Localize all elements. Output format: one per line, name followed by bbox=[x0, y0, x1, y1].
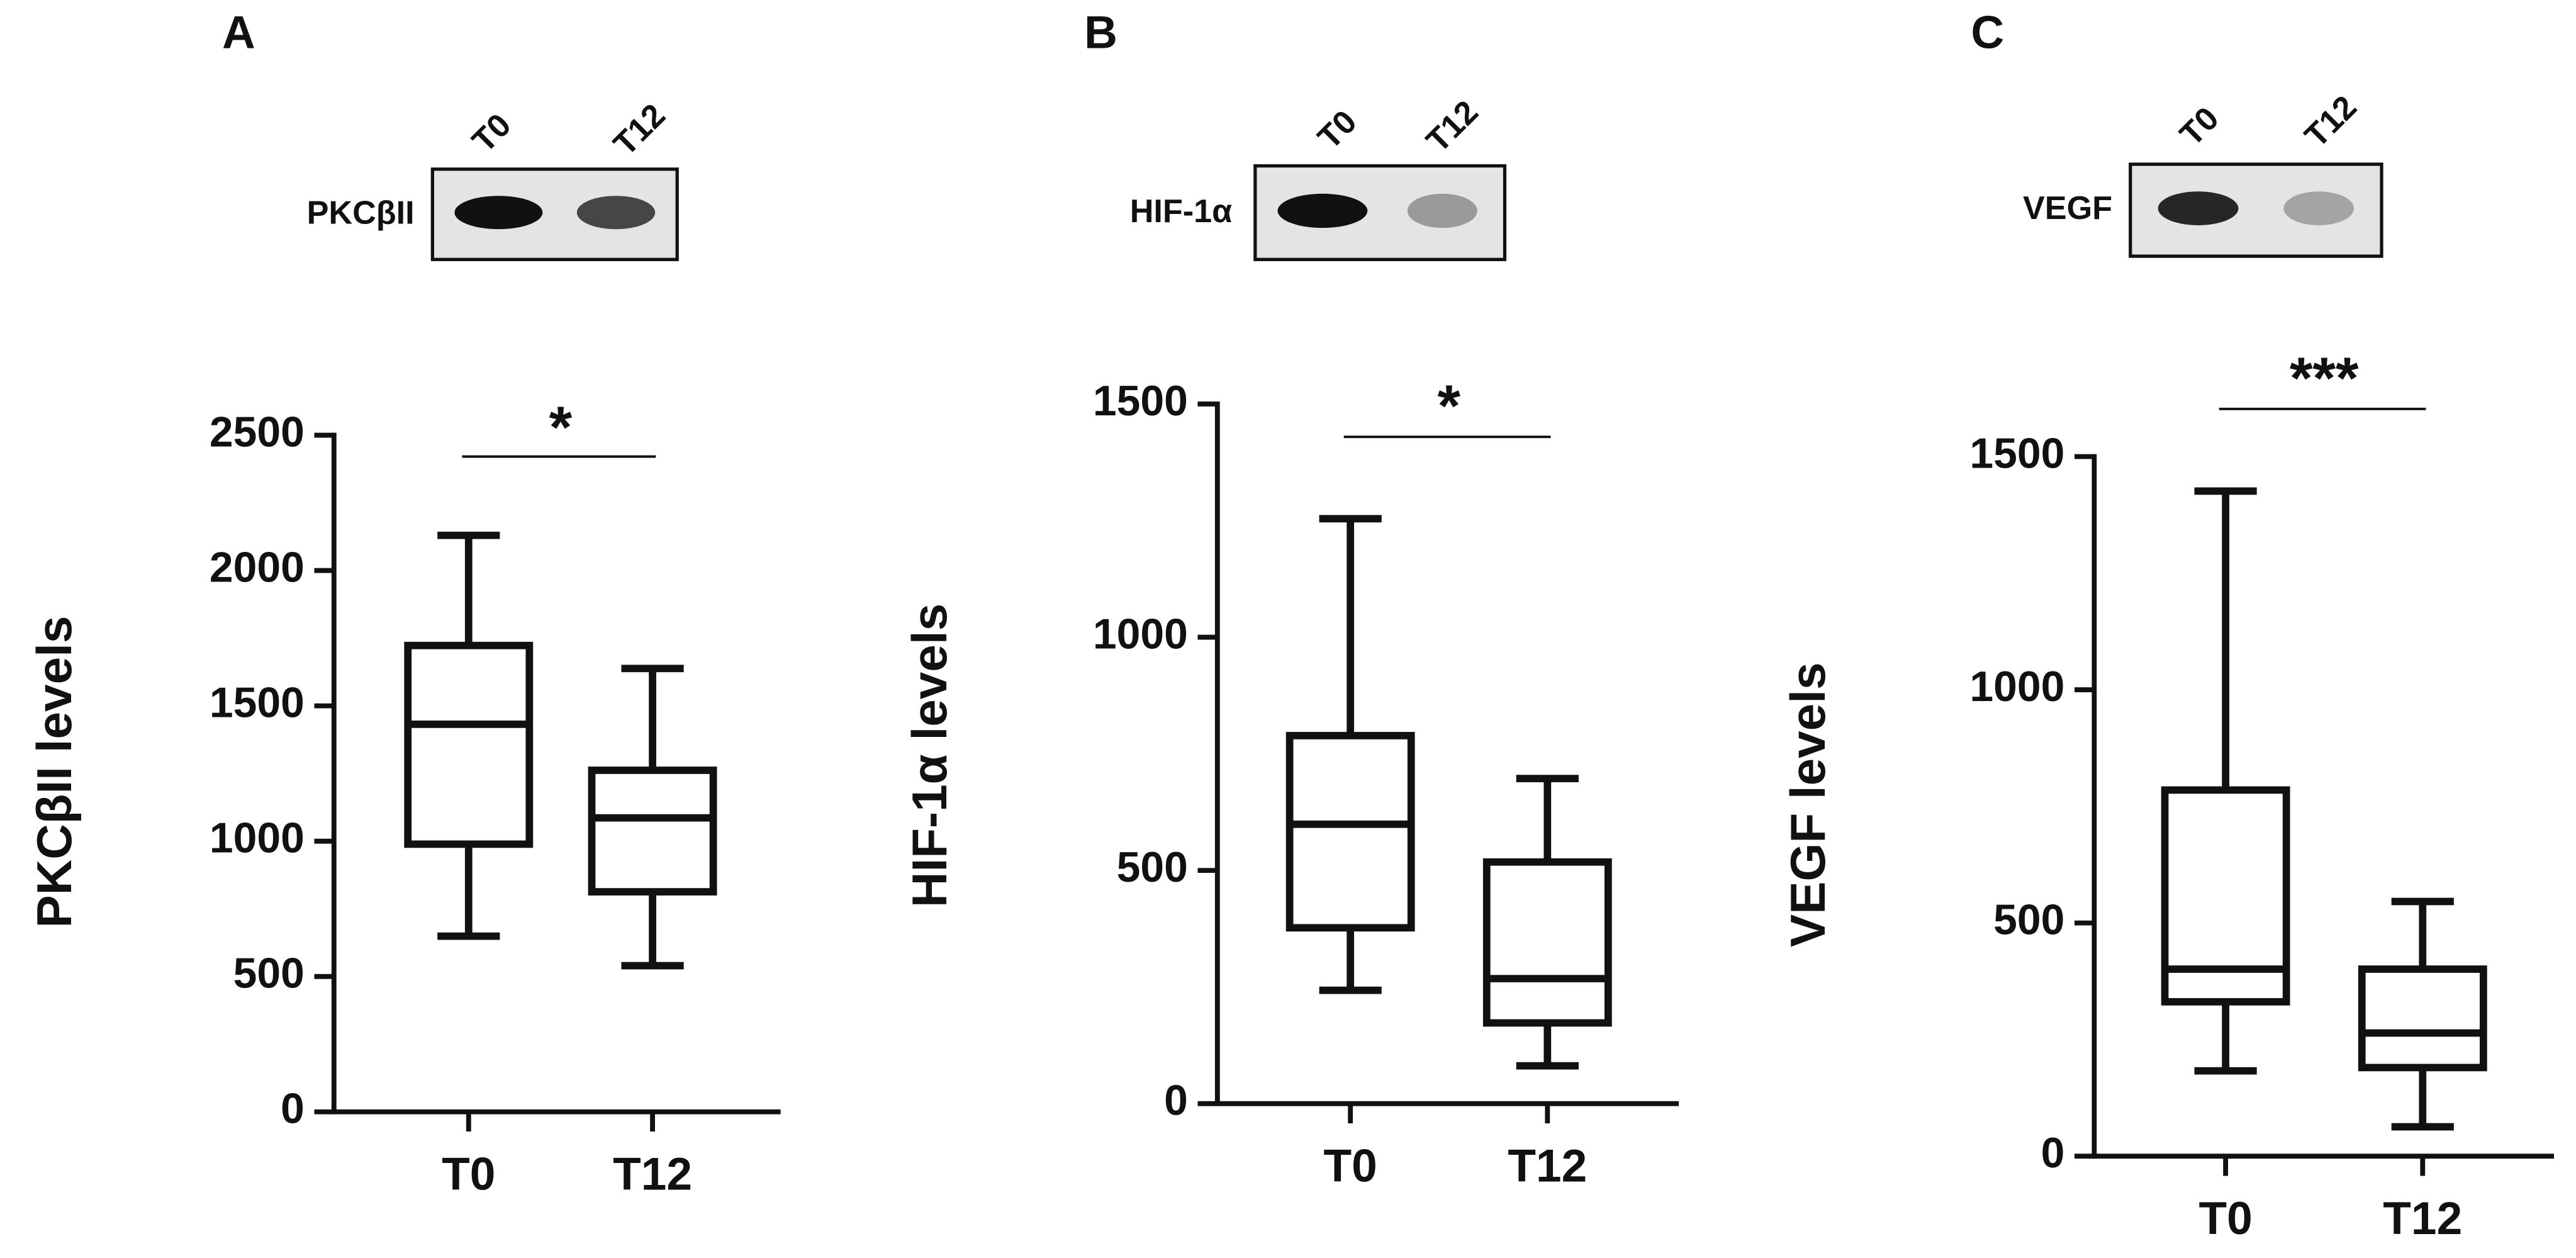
blot-label: PKCβII bbox=[307, 195, 415, 232]
y-tick-label: 0 bbox=[1164, 1077, 1188, 1125]
y-tick-label: 500 bbox=[233, 950, 305, 997]
x-tick-label: T0 bbox=[2198, 1193, 2252, 1244]
blot-lane-label: T0 bbox=[466, 107, 518, 160]
panel-label: B bbox=[1084, 8, 1117, 59]
y-tick-label: 2000 bbox=[210, 544, 305, 592]
y-axis-label: VEGF levels bbox=[1780, 663, 1835, 947]
y-axis-label: HIF-1α levels bbox=[902, 604, 957, 907]
y-tick-label: 2500 bbox=[210, 408, 305, 456]
blot-label: HIF-1α bbox=[1130, 193, 1233, 230]
y-tick-label: 1000 bbox=[1969, 663, 2064, 710]
y-tick-label: 0 bbox=[2041, 1130, 2065, 1177]
blot-band bbox=[2158, 191, 2239, 225]
y-tick-label: 1000 bbox=[1093, 610, 1188, 658]
y-axis-label: PKCβII levels bbox=[26, 616, 82, 928]
blot-lane-label: T12 bbox=[607, 97, 673, 163]
box bbox=[1482, 858, 1612, 1027]
x-tick-label: T0 bbox=[1324, 1140, 1377, 1191]
blot-lane-label: T0 bbox=[1311, 103, 1364, 156]
x-tick-label: T0 bbox=[442, 1148, 495, 1199]
blot-lane-label: T12 bbox=[2298, 89, 2364, 155]
box bbox=[588, 767, 717, 896]
x-tick-label: T12 bbox=[2383, 1193, 2462, 1244]
box bbox=[1285, 732, 1415, 932]
panel-label: A bbox=[222, 8, 255, 59]
x-tick-label: T12 bbox=[1508, 1140, 1587, 1191]
significance-label: *** bbox=[2290, 345, 2359, 411]
blot-band bbox=[576, 196, 656, 230]
blot-band bbox=[1277, 193, 1368, 228]
significance-label: * bbox=[1437, 373, 1460, 439]
y-tick-label: 500 bbox=[1117, 844, 1188, 891]
y-tick-label: 500 bbox=[1993, 897, 2064, 944]
panel-label: C bbox=[1971, 8, 2004, 59]
y-tick-label: 1500 bbox=[1093, 378, 1188, 425]
blot-band bbox=[2283, 191, 2355, 225]
y-tick-label: 0 bbox=[281, 1086, 305, 1133]
blot-lane-label: T12 bbox=[1420, 94, 1486, 160]
box bbox=[2358, 965, 2487, 1072]
x-tick-label: T12 bbox=[613, 1148, 692, 1199]
blot-band bbox=[1407, 193, 1477, 228]
y-tick-label: 1500 bbox=[210, 680, 305, 727]
blot-band bbox=[454, 196, 543, 230]
significance-label: * bbox=[549, 394, 573, 460]
blot-label: VEGF bbox=[2023, 190, 2112, 227]
blot-lane-label: T0 bbox=[2173, 100, 2226, 153]
y-tick-label: 1000 bbox=[210, 815, 305, 862]
y-tick-label: 1500 bbox=[1969, 430, 2064, 477]
box bbox=[404, 641, 534, 848]
